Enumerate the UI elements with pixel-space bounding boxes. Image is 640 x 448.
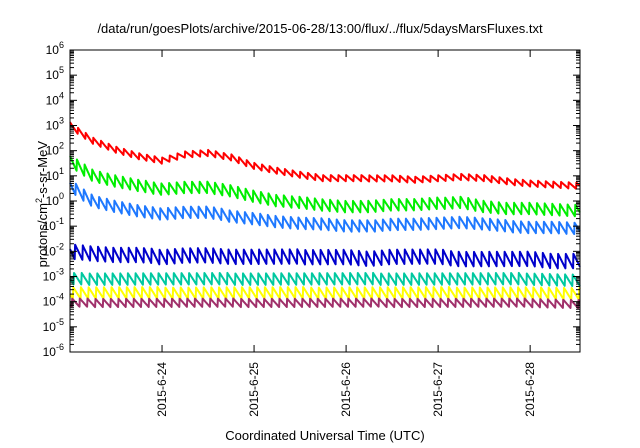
- y-tick-exp: -3: [56, 267, 64, 277]
- y-tick-exp: 3: [59, 116, 64, 126]
- y-tick-label: 10-4: [43, 292, 64, 309]
- series-line-4: [69, 243, 581, 270]
- y-tick-base: 10: [46, 68, 60, 82]
- y-tick-exp: -4: [56, 292, 64, 302]
- y-tick-exp: -5: [56, 317, 64, 327]
- series-line-1: [69, 121, 581, 190]
- y-tick-label: 106: [46, 40, 64, 57]
- y-tick-exp: 2: [59, 141, 64, 151]
- y-tick-base: 10: [43, 320, 57, 334]
- y-tick-base: 10: [46, 194, 60, 208]
- y-tick-label: 10-5: [43, 317, 64, 334]
- y-tick-label: 10-1: [43, 216, 64, 233]
- y-tick-base: 10: [46, 144, 60, 158]
- y-tick-label: 104: [46, 90, 64, 107]
- tick-layer: 10-610-510-410-310-210-11001011021031041…: [43, 40, 580, 417]
- x-tick-label: 2015-6-26: [339, 362, 353, 417]
- x-tick-label: 2015-6-27: [431, 362, 445, 417]
- y-tick-base: 10: [43, 219, 57, 233]
- y-tick-base: 10: [46, 119, 60, 133]
- y-tick-exp: 1: [59, 166, 64, 176]
- y-tick-exp: -2: [56, 241, 64, 251]
- series-line-3: [69, 182, 581, 236]
- y-tick-label: 100: [46, 191, 64, 208]
- chart-title: /data/run/goesPlots/archive/2015-06-28/1…: [97, 21, 543, 36]
- series-line-6: [69, 286, 581, 301]
- y-tick-exp: -1: [56, 216, 64, 226]
- series-layer: [69, 121, 581, 310]
- y-tick-label: 10-3: [43, 267, 64, 284]
- y-tick-base: 10: [43, 244, 57, 258]
- y-tick-base: 10: [46, 169, 60, 183]
- y-tick-label: 105: [46, 65, 64, 82]
- y-tick-base: 10: [43, 295, 57, 309]
- y-tick-exp: -6: [56, 342, 64, 352]
- x-tick-label: 2015-6-28: [523, 362, 537, 417]
- y-tick-label: 103: [46, 116, 64, 133]
- y-tick-base: 10: [46, 43, 60, 57]
- y-tick-label: 10-2: [43, 241, 64, 258]
- y-tick-exp: 5: [59, 65, 64, 75]
- y-tick-label: 101: [46, 166, 64, 183]
- series-line-5: [69, 271, 581, 287]
- x-axis-label: Coordinated Universal Time (UTC): [225, 428, 425, 443]
- series-line-7: [69, 297, 581, 310]
- y-tick-base: 10: [43, 345, 57, 359]
- y-tick-label: 102: [46, 141, 64, 158]
- y-tick-base: 10: [43, 270, 57, 284]
- y-tick-exp: 4: [59, 90, 64, 100]
- x-tick-label: 2015-6-24: [155, 362, 169, 417]
- series-line-2: [69, 155, 581, 218]
- y-tick-label: 10-6: [43, 342, 64, 359]
- y-tick-exp: 6: [59, 40, 64, 50]
- x-tick-label: 2015-6-25: [247, 362, 261, 417]
- y-tick-exp: 0: [59, 191, 64, 201]
- y-tick-base: 10: [46, 93, 60, 107]
